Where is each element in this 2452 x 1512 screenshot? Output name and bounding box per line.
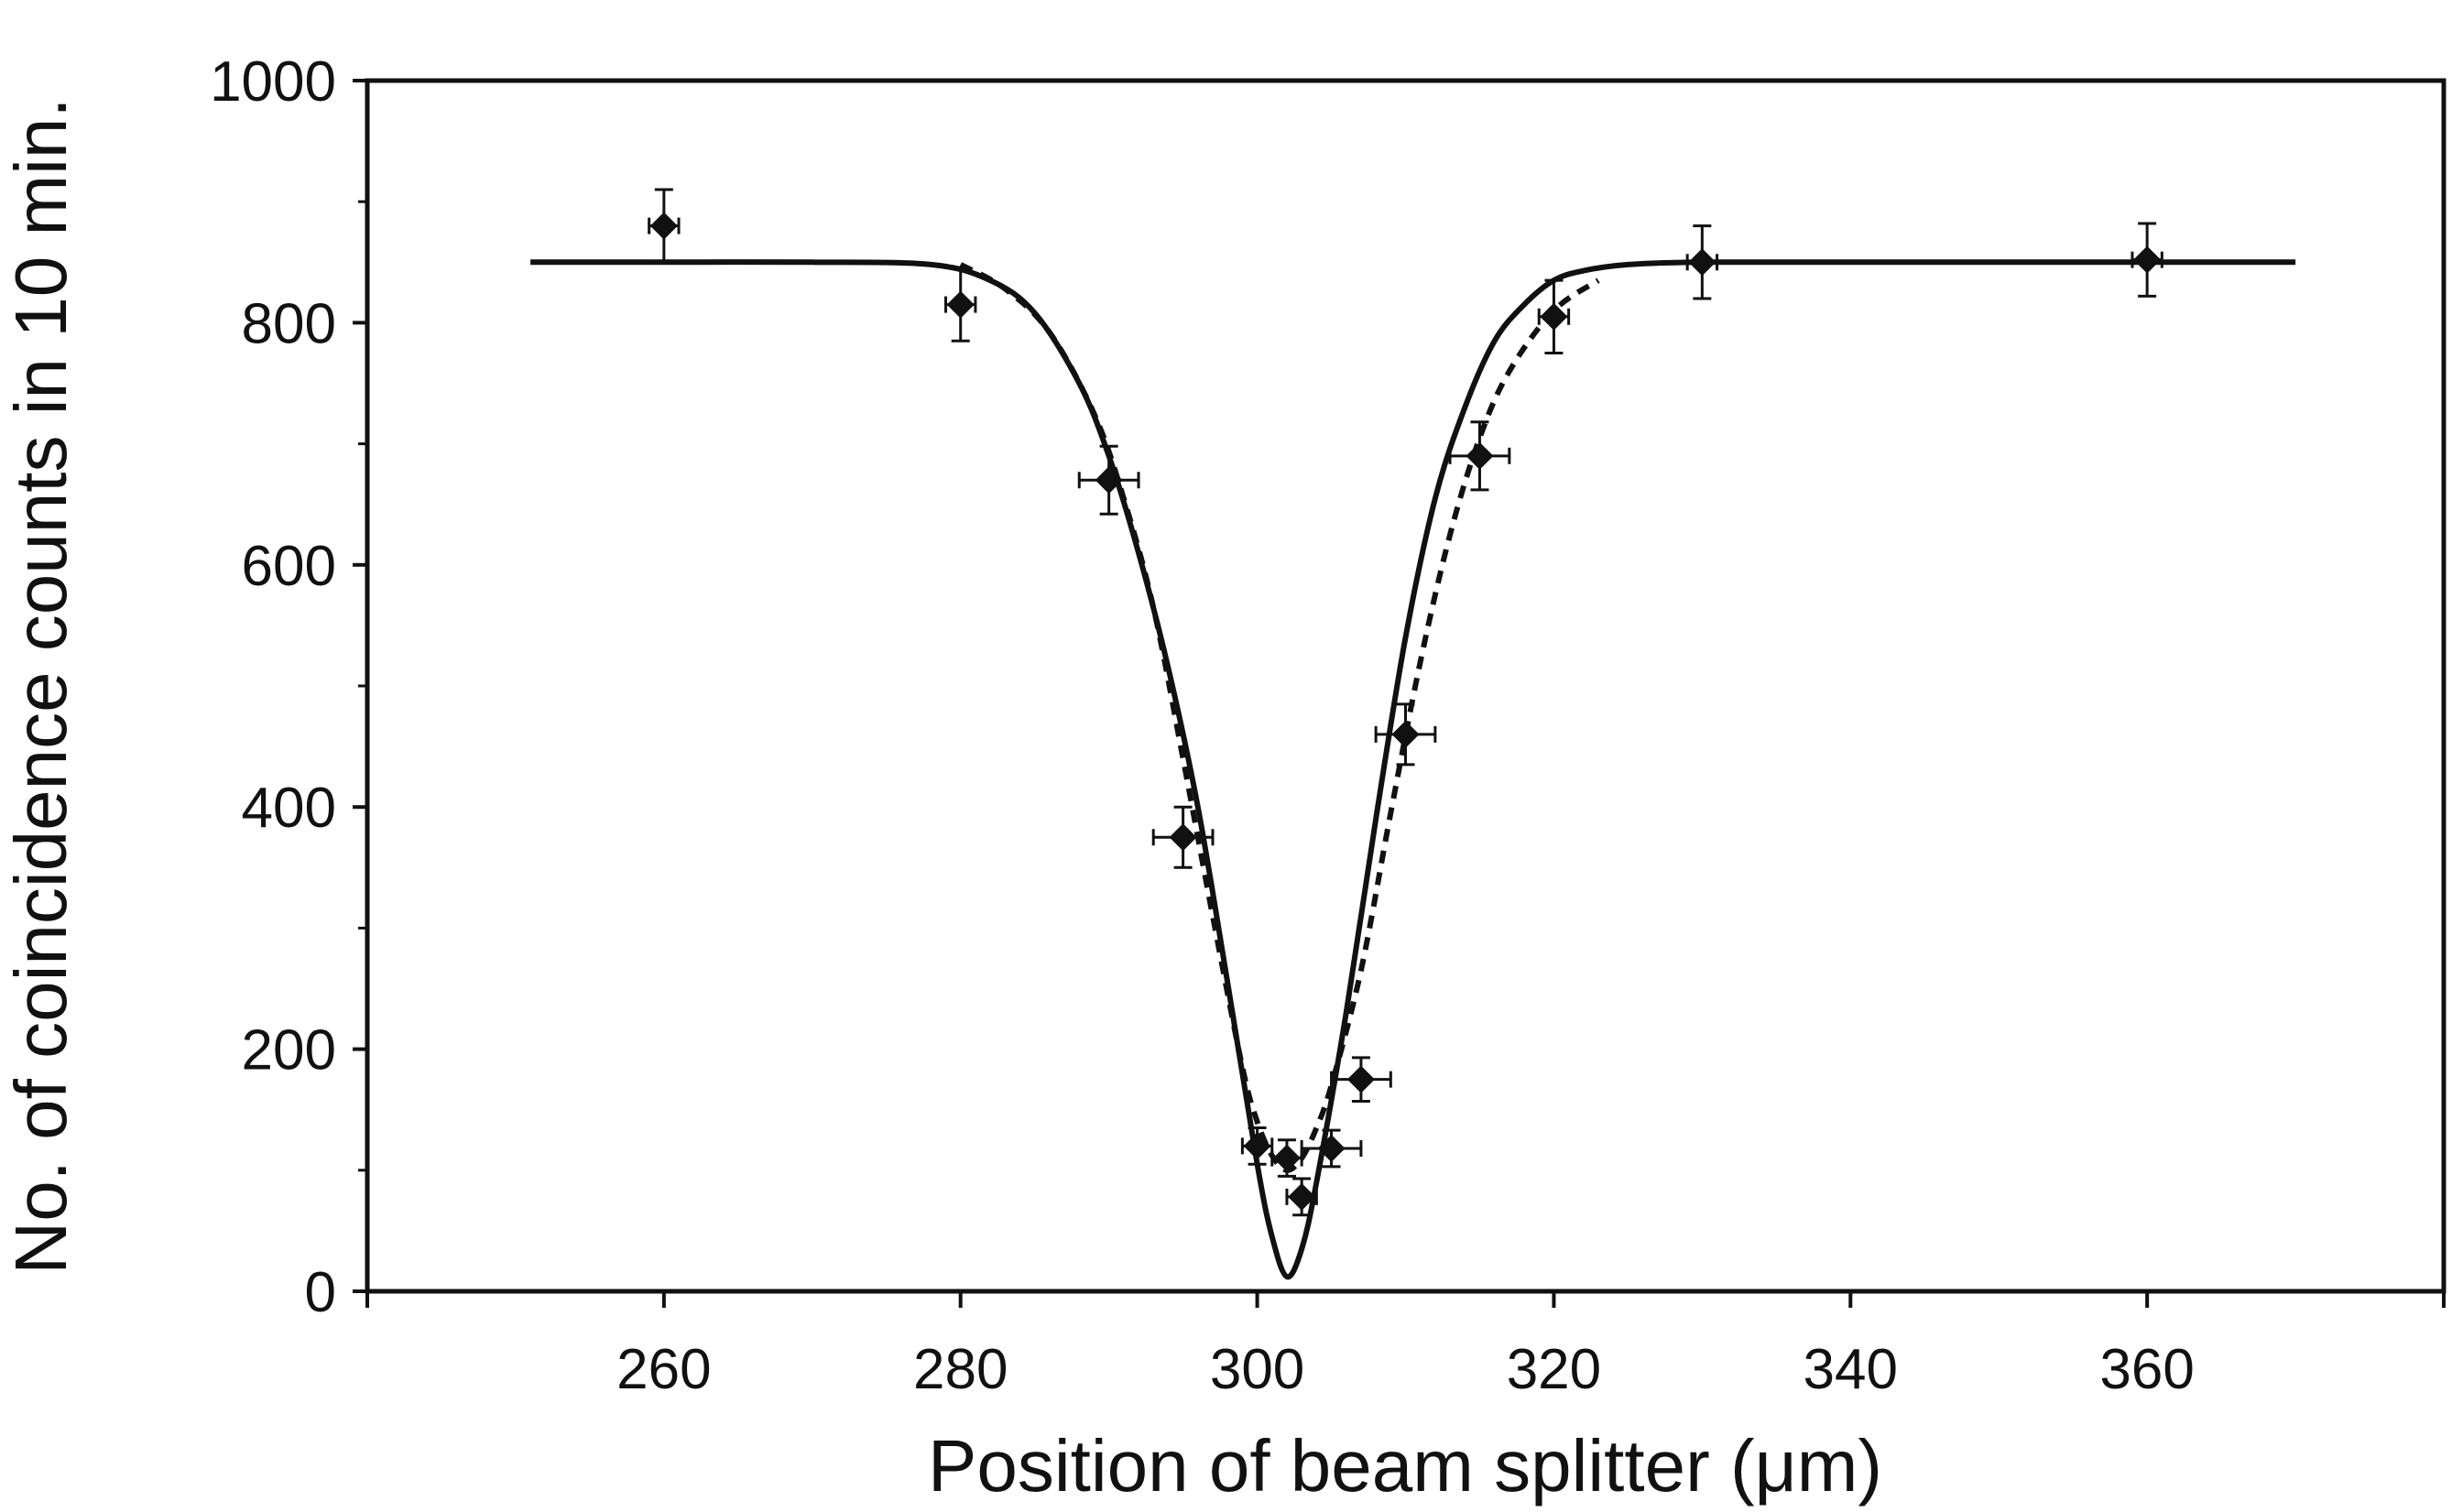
diamond-marker [2133,245,2162,274]
diamond-marker [946,290,975,319]
data-point [1240,1126,1274,1166]
axes: 0 200 400 600 800 1000 260 280 300 320 340 360 [210,50,2446,1401]
diamond-marker [1346,1065,1375,1093]
fit-curve-dashed [959,262,1600,1173]
data-point [1330,1056,1392,1103]
data-point [1685,224,1719,300]
data-point [1448,420,1511,492]
diamond-marker [1243,1132,1271,1160]
x-tick-label: 320 [1507,1338,1601,1401]
theory-curve-solid [530,259,2296,1280]
data-point [1285,1177,1318,1217]
diamond-marker [1540,302,1568,331]
diamond-marker [649,212,678,240]
diamond-marker [1288,1182,1316,1211]
data-point [1300,1128,1363,1169]
x-tick-label: 340 [1804,1338,1898,1401]
x-axis-title: Position of beam splitter (μm) [928,1425,1882,1507]
diamond-marker [1688,248,1716,277]
y-tick-label: 600 [242,535,336,598]
x-tick-label: 300 [1210,1338,1304,1401]
data-point [1077,444,1140,516]
data-markers [648,188,2163,1217]
x-tick-label: 280 [913,1338,1008,1401]
diamond-marker [1272,1144,1301,1172]
y-tick-label: 400 [242,777,336,840]
diamond-marker [1095,466,1123,495]
data-point [1151,805,1215,869]
diamond-marker [1169,823,1197,852]
x-tick-label: 360 [2099,1338,2194,1401]
data-point [648,188,681,264]
curves [530,259,2296,1280]
data-point [2131,222,2163,298]
diamond-marker [1466,441,1494,470]
y-axis-title: No. of coincidence counts in 10 min. [0,97,82,1274]
data-point [1537,278,1571,354]
y-tick-label: 800 [242,292,336,355]
data-point [1374,702,1437,767]
y-tick-label: 1000 [210,50,336,114]
x-tick-label: 260 [616,1338,711,1401]
diamond-marker [1317,1135,1346,1163]
data-point [944,267,977,343]
data-point [1270,1138,1303,1178]
diamond-marker [1391,720,1420,748]
y-tick-label: 200 [242,1019,336,1082]
y-tick-label: 0 [305,1261,336,1324]
